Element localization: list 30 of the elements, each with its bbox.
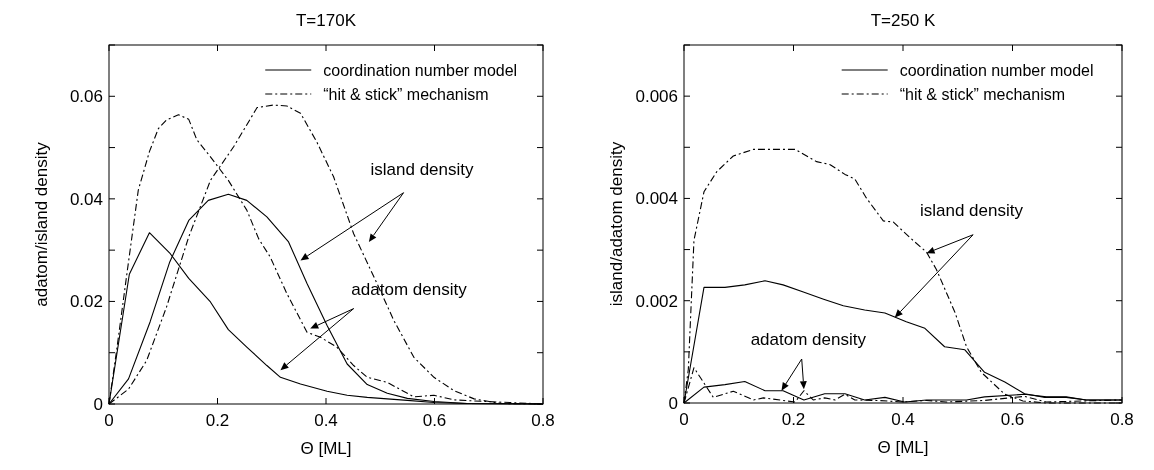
x-tick-label: 0.6 bbox=[1000, 410, 1025, 429]
legend-label: coordination number model bbox=[323, 62, 518, 79]
y-tick-label: 0.04 bbox=[69, 189, 103, 209]
x-tick-label: 0.4 bbox=[314, 411, 338, 430]
y-tick-label: 0.02 bbox=[69, 292, 103, 312]
y-tick-label: 0 bbox=[93, 395, 103, 414]
x-tick-label: 0.8 bbox=[531, 411, 555, 430]
x-tick-label: 0.2 bbox=[205, 411, 230, 430]
y-tick-label: 0.06 bbox=[69, 87, 103, 107]
x-tick-label: 0.4 bbox=[891, 410, 915, 429]
legend-label: “hit & stick” mechanism bbox=[323, 86, 489, 103]
y-tick-label: 0.004 bbox=[635, 189, 678, 209]
y-tick-label: 0.002 bbox=[635, 291, 678, 311]
legend-label: “hit & stick” mechanism bbox=[899, 86, 1066, 103]
x-axis-title: Θ [ML] bbox=[877, 438, 929, 457]
annotation: adatom density bbox=[351, 280, 468, 300]
x-tick-label: 0.2 bbox=[781, 410, 806, 429]
y-axis-title: adatom/island density bbox=[32, 141, 51, 307]
legend-label: coordination number model bbox=[899, 62, 1094, 79]
chart-title: T=250 K bbox=[870, 11, 937, 30]
y-tick-label: 0 bbox=[668, 394, 678, 413]
chart-title: T=170K bbox=[295, 11, 357, 30]
y-tick-label: 0.006 bbox=[635, 87, 678, 107]
x-axis-title: Θ [ML] bbox=[300, 439, 352, 458]
x-tick-label: 0.6 bbox=[422, 411, 447, 430]
annotation: island density bbox=[919, 200, 1024, 220]
annotation: adatom density bbox=[750, 329, 867, 349]
y-axis-title: island/adatom density bbox=[607, 141, 626, 307]
annotation: island density bbox=[370, 160, 475, 180]
x-tick-label: 0.8 bbox=[1110, 410, 1134, 429]
